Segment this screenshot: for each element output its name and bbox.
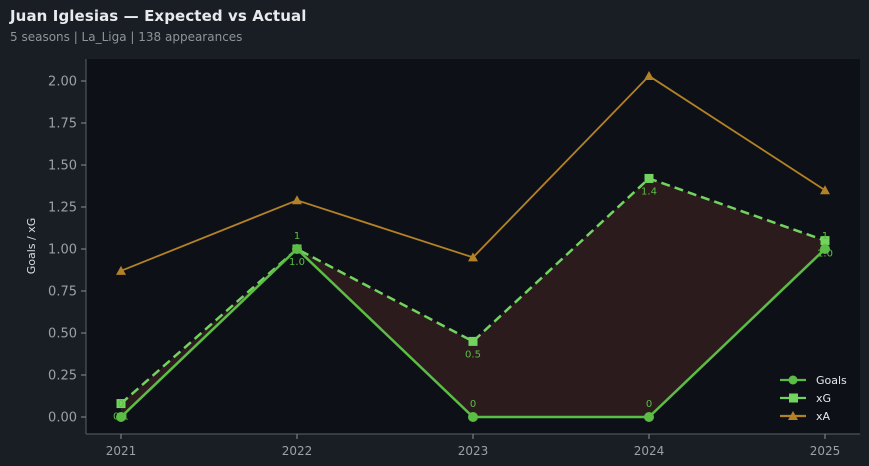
legend-triangle-icon	[788, 411, 798, 420]
goals-point-label: 0	[118, 399, 124, 410]
goals-point-label: 0	[470, 399, 476, 410]
legend-label: Goals	[816, 374, 847, 387]
y-axis-label: Goals / xG	[25, 218, 38, 275]
xa-marker-triangle	[292, 195, 302, 205]
point-labels: 0 0.1 1 1.0 0 0.5 0 1.4 1 1.0	[113, 186, 833, 422]
y-tick-label: 0.75	[48, 285, 77, 300]
xg-point-label: 1.0	[289, 257, 305, 268]
x-tick-label: 2025	[810, 444, 841, 458]
x-tick-label: 2021	[106, 444, 137, 458]
xa-marker-triangle	[644, 70, 654, 80]
legend-square-icon	[789, 393, 798, 403]
goals-xg-shaded-region	[121, 178, 825, 417]
chart-subtitle: 5 seasons | La_Liga | 138 appearances	[10, 30, 243, 44]
xg-marker-square	[820, 236, 830, 246]
legend: Goals xG xA	[780, 374, 847, 423]
xg-marker-square	[116, 399, 126, 409]
goals-point-label: 1	[822, 231, 828, 242]
xg-point-label: 0.1	[113, 412, 129, 423]
series	[116, 70, 830, 422]
goals-marker-circle	[468, 412, 478, 422]
legend-label: xA	[816, 410, 831, 423]
goals-marker-circle	[116, 412, 126, 422]
xg-point-label: 1.4	[641, 186, 657, 197]
x-tick-label: 2022	[282, 444, 313, 458]
xa-marker-triangle	[116, 265, 126, 275]
y-tick-label: 0.00	[48, 411, 77, 426]
goals-point-label: 1	[294, 231, 300, 242]
goals-marker-circle	[820, 244, 830, 254]
goals-marker-circle	[292, 244, 302, 254]
axes: 0.000.250.500.751.001.251.501.752.002021…	[48, 59, 860, 458]
xg-point-label: 1.0	[817, 249, 833, 260]
goals-point-label: 0	[646, 399, 652, 410]
y-tick-label: 1.50	[48, 159, 77, 174]
legend-circle-icon	[788, 375, 798, 385]
goals-marker-circle	[644, 412, 654, 422]
x-tick-label: 2023	[458, 444, 489, 458]
x-tick-label: 2024	[634, 444, 665, 458]
y-tick-label: 2.00	[48, 75, 77, 90]
y-tick-label: 1.25	[48, 201, 77, 216]
xg-point-label: 0.5	[465, 349, 481, 360]
y-tick-label: 0.25	[48, 369, 77, 384]
y-tick-label: 1.00	[48, 243, 77, 258]
xg-marker-square	[644, 173, 654, 183]
y-tick-label: 1.75	[48, 117, 77, 132]
y-tick-label: 0.50	[48, 327, 77, 342]
legend-label: xG	[816, 392, 831, 405]
xg-line	[120, 177, 826, 405]
xg-marker-square	[468, 336, 478, 346]
xa-marker-triangle	[468, 252, 478, 262]
fill-between-goals-xg	[121, 178, 825, 417]
chart-title: Juan Iglesias — Expected vs Actual	[10, 7, 307, 25]
xa-marker-triangle	[820, 185, 830, 195]
